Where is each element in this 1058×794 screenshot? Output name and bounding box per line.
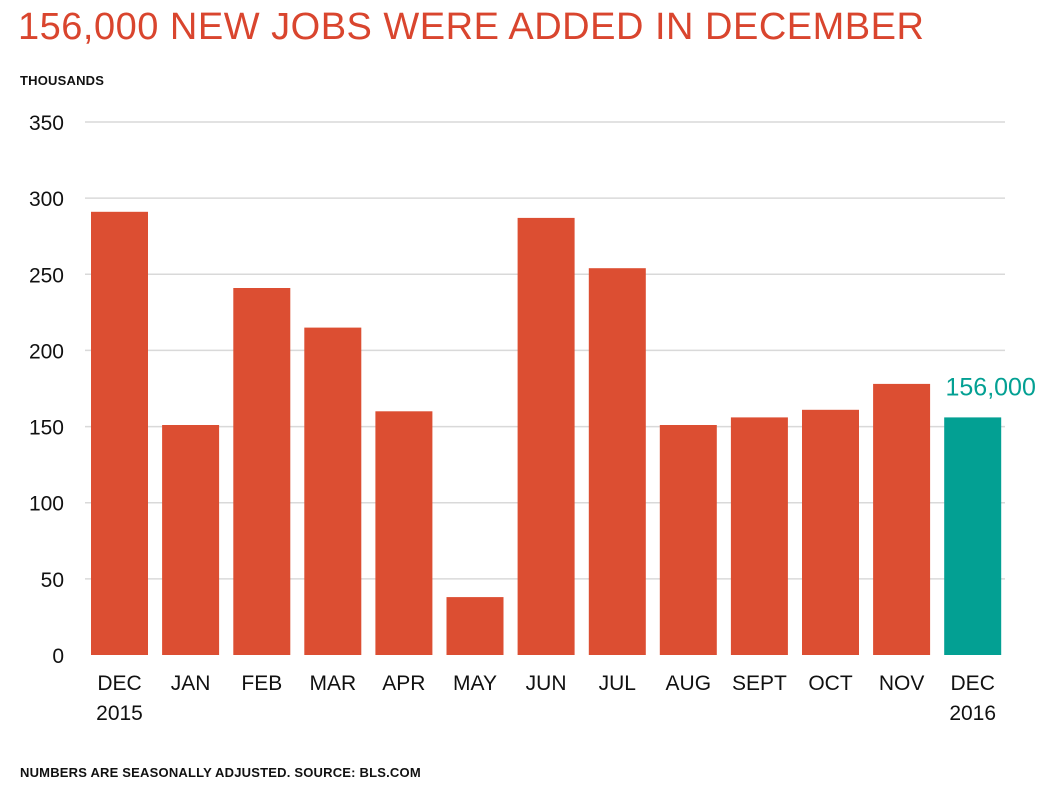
bar — [446, 597, 504, 655]
y-tick-label: 50 — [41, 569, 64, 592]
x-tick-label: AUG — [666, 672, 712, 695]
bar — [802, 409, 859, 655]
bar — [659, 425, 717, 655]
y-axis-ticks: 0 50 100 150 200 250 300 350 — [29, 112, 64, 668]
x-tick-label: DEC 2015 — [96, 672, 143, 725]
x-tick-label: OCT — [808, 672, 853, 695]
x-tick-label: MAR — [309, 672, 356, 695]
bar — [873, 383, 931, 655]
bar — [517, 217, 575, 655]
y-tick-label: 200 — [29, 340, 64, 363]
y-tick-label: 100 — [29, 493, 64, 516]
bars — [91, 211, 1002, 656]
y-tick-label: 250 — [29, 264, 64, 287]
y-tick-label: 150 — [29, 417, 64, 440]
bar — [233, 288, 291, 655]
x-tick-label: JAN — [171, 672, 211, 695]
y-tick-label: 300 — [29, 188, 64, 211]
x-tick-label: NOV — [879, 672, 925, 695]
data-label: 156,000 — [946, 373, 1036, 401]
bar — [162, 425, 220, 655]
x-tick-label: FEB — [241, 672, 282, 695]
x-tick-label: MAY — [453, 672, 497, 695]
x-axis-ticks: DEC 2015 JAN FEB MAR APR MAY JUN JUL AUG SEPT OCT NO… — [96, 672, 996, 725]
bar — [304, 327, 362, 655]
bar — [730, 417, 788, 655]
y-tick-label: 350 — [29, 112, 64, 135]
bar — [588, 268, 646, 655]
bar — [375, 411, 433, 655]
x-tick-label: JUL — [599, 672, 636, 695]
x-tick-label: SEPT — [732, 672, 787, 695]
bar — [91, 211, 148, 656]
y-tick-label: 0 — [52, 645, 64, 668]
source-footnote: NUMBERS ARE SEASONALLY ADJUSTED. SOURCE:… — [20, 765, 421, 780]
data-labels: 156,000 — [946, 373, 1036, 401]
x-tick-label: JUN — [526, 672, 567, 695]
y-axis-unit-label: THOUSANDS — [20, 73, 105, 88]
chart-title: 156,000 NEW JOBS WERE ADDED IN DECEMBER — [18, 6, 925, 48]
bar — [944, 417, 1002, 655]
x-tick-label: DEC 2016 — [949, 672, 996, 725]
x-tick-label: APR — [382, 672, 425, 695]
